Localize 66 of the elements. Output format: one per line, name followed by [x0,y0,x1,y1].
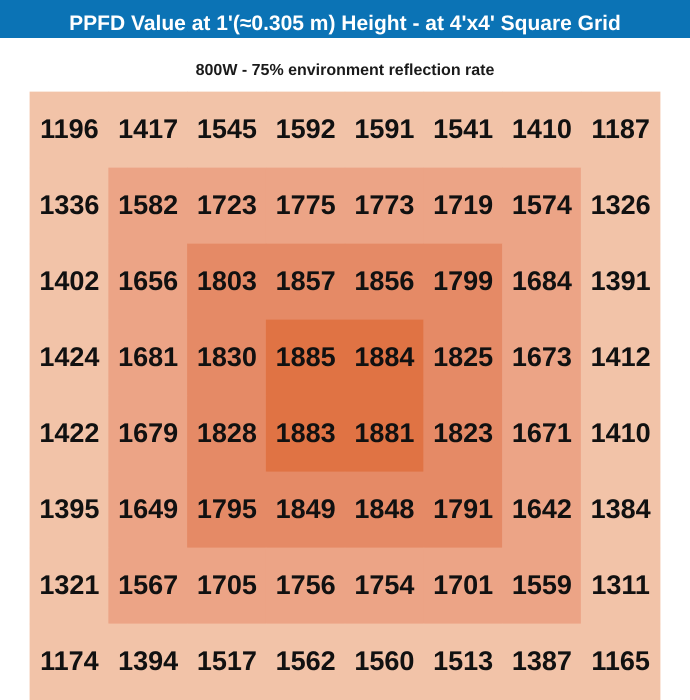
data-label: 1823 [433,418,494,448]
data-label: 1849 [276,494,336,524]
data-label: 1582 [118,190,178,220]
data-label: 1591 [354,114,414,144]
data-label: 1825 [433,342,494,372]
data-label: 1559 [512,570,572,600]
data-label: 1883 [276,418,336,448]
data-label: 1754 [354,570,414,600]
data-label: 1791 [433,494,494,524]
data-label: 1701 [433,570,494,600]
chart-subtitle: 800W - 75% environment reflection rate [196,62,494,79]
data-label: 1567 [118,570,178,600]
data-label: 1799 [433,266,494,296]
data-label: 1857 [276,266,336,296]
data-label: 1165 [591,646,650,676]
data-label: 1174 [40,646,99,676]
data-label: 1517 [196,646,257,676]
data-label: 1410 [512,114,572,144]
data-label: 1884 [354,342,414,372]
data-label: 1410 [590,418,651,448]
data-label: 1422 [39,418,100,448]
data-label: 1387 [512,646,572,676]
data-label: 1560 [354,646,414,676]
data-label: 1684 [512,266,572,296]
data-label: 1321 [39,570,100,600]
data-label: 1773 [354,190,414,220]
data-label: 1848 [354,494,414,524]
data-label: 1830 [196,342,257,372]
data-label: 1311 [591,570,650,600]
data-label: 1394 [118,646,178,676]
data-label: 1681 [118,342,178,372]
data-label: 1187 [591,114,650,144]
data-label: 1649 [118,494,178,524]
data-label: 1679 [118,418,178,448]
data-label: 1424 [39,342,100,372]
data-label: 1671 [512,418,572,448]
data-label: 1592 [276,114,336,144]
data-label: 1196 [40,114,99,144]
data-label: 1885 [276,342,336,372]
data-label: 1723 [196,190,257,220]
data-label: 1326 [590,190,651,220]
data-label: 1412 [590,342,651,372]
data-label: 1402 [39,266,100,296]
data-label: 1775 [276,190,336,220]
data-label: 1795 [196,494,257,524]
data-label: 1562 [276,646,336,676]
data-label: 1828 [196,418,257,448]
data-label: 1719 [433,190,494,220]
data-label: 1656 [118,266,178,296]
data-label: 1803 [196,266,257,296]
chart-title: PPFD Value at 1'(≈0.305 m) Height - at 4'x4' Square Grid [69,12,621,35]
data-label: 1513 [433,646,494,676]
data-label: 1391 [590,266,651,296]
data-label: 1384 [590,494,651,524]
data-label: 1705 [196,570,257,600]
data-label: 1756 [276,570,336,600]
data-label: 1856 [354,266,414,296]
data-label: 1417 [118,114,178,144]
data-label: 1336 [39,190,100,220]
data-label: 1574 [512,190,572,220]
data-label: 1545 [196,114,257,144]
data-label: 1642 [512,494,572,524]
data-label: 1881 [354,418,414,448]
data-label: 1541 [433,114,494,144]
data-label: 1673 [512,342,572,372]
data-label: 1395 [39,494,100,524]
